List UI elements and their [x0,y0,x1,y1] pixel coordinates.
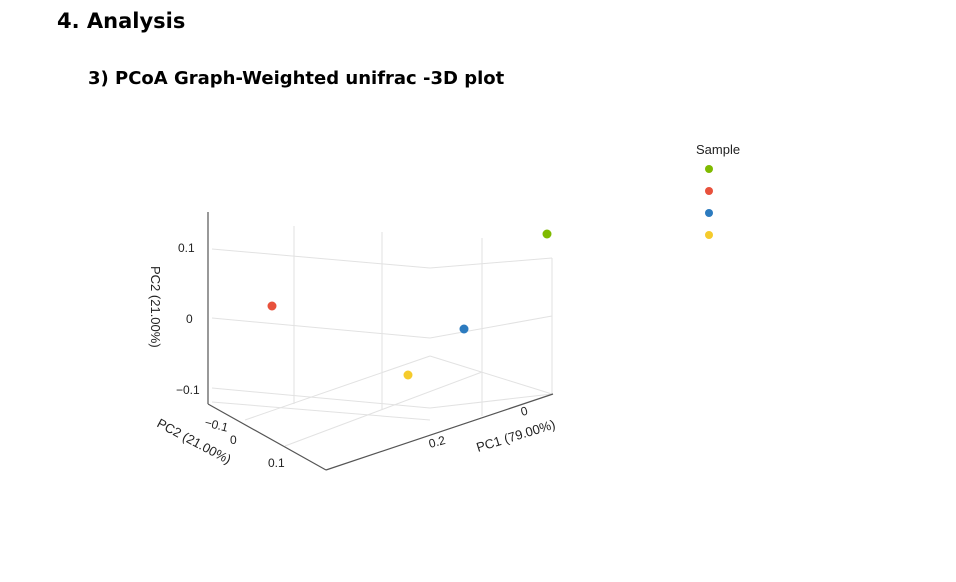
legend: Sample [696,142,740,239]
legend-swatch-2[interactable] [705,187,713,195]
legend-swatch-4[interactable] [705,231,713,239]
x-tick-label-1: 0.2 [427,433,447,451]
legend-swatch-3[interactable] [705,209,713,217]
data-point-sample-4[interactable] [403,370,413,380]
chart-section-title: 3) PCoA Graph-Weighted unifrac -3D plot [88,68,505,89]
grid-lines [211,226,553,447]
legend-swatch-1[interactable] [705,165,713,173]
y-tick-label-2: −0.1 [176,383,200,397]
x-axis-label: PC1 (79.00%) [474,417,556,455]
data-point-sample-1[interactable] [542,229,552,239]
z-axis-line [207,403,327,471]
x-tick-label-0: 0 [519,404,529,419]
x-axis-line [325,393,554,471]
y-tick-label-0: 0.1 [178,241,195,255]
z-tick-label-2: 0.1 [268,456,285,470]
z-tick-label-0: −0.1 [203,415,230,434]
z-tick-label-1: 0 [230,433,237,447]
y-tick-label-1: 0 [186,312,193,326]
data-points [267,229,552,380]
y-axis-label: PC2 (21.00%) [148,266,163,348]
axis-lines [207,212,554,471]
data-point-sample-2[interactable] [267,301,277,311]
data-point-sample-3[interactable] [459,324,469,334]
legend-title: Sample [696,142,740,157]
page-heading: 4. Analysis [57,9,186,33]
